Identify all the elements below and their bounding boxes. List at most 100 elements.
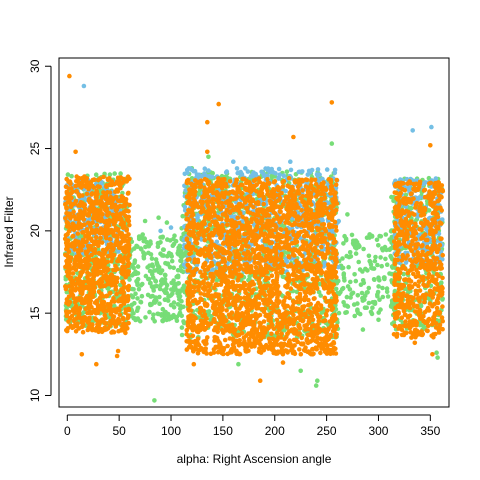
data-point	[265, 168, 271, 173]
data-point	[98, 198, 104, 203]
data-point	[269, 273, 275, 279]
data-point	[64, 246, 69, 252]
data-point	[235, 170, 240, 176]
data-point	[417, 195, 422, 200]
data-point	[276, 166, 282, 172]
data-point	[183, 188, 188, 193]
outlier-point	[206, 154, 211, 160]
data-point	[121, 271, 126, 277]
data-point	[153, 257, 159, 262]
data-point	[133, 291, 138, 297]
data-point	[69, 173, 74, 179]
data-point	[284, 169, 290, 174]
data-point	[152, 319, 157, 324]
data-point	[119, 193, 124, 199]
data-point	[148, 280, 153, 286]
data-point	[288, 167, 294, 173]
data-point	[115, 189, 121, 194]
data-point	[64, 328, 70, 334]
data-point	[224, 169, 230, 174]
data-point	[82, 266, 87, 272]
data-point	[150, 262, 155, 268]
data-point	[375, 262, 380, 268]
data-point	[210, 267, 216, 272]
data-point	[315, 167, 321, 172]
data-point	[104, 327, 109, 332]
data-point	[148, 294, 154, 299]
data-point	[239, 331, 245, 336]
data-point	[351, 238, 356, 244]
data-point	[234, 166, 240, 171]
data-point	[91, 185, 96, 190]
data-point	[341, 272, 347, 278]
data-point	[64, 210, 69, 216]
data-point	[66, 294, 72, 299]
data-point	[83, 300, 88, 305]
data-point	[151, 288, 156, 293]
data-point	[202, 166, 208, 171]
data-point	[93, 235, 99, 240]
outlier-point	[164, 220, 170, 225]
data-point	[112, 171, 117, 176]
data-point	[159, 313, 164, 318]
data-point	[99, 211, 104, 216]
data-point	[102, 205, 107, 211]
data-point	[127, 202, 132, 208]
data-point	[318, 293, 324, 298]
data-point	[163, 260, 168, 266]
data-point	[64, 190, 70, 196]
data-point	[171, 265, 176, 271]
data-point	[92, 285, 97, 291]
outlier-point	[298, 368, 304, 374]
data-point	[355, 301, 360, 306]
outlier-point	[81, 83, 87, 89]
data-point	[82, 315, 88, 320]
data-point	[167, 238, 173, 243]
data-point	[372, 258, 378, 264]
data-point	[115, 235, 120, 240]
data-point	[347, 250, 353, 255]
data-point	[370, 266, 376, 271]
data-point	[72, 299, 78, 305]
data-point	[109, 283, 114, 288]
data-point	[143, 315, 148, 320]
data-point	[138, 299, 144, 305]
data-point	[161, 247, 166, 253]
data-point	[300, 169, 305, 174]
outlier-point	[410, 128, 416, 133]
data-point	[149, 302, 154, 307]
data-point	[179, 332, 185, 338]
data-point	[78, 212, 84, 218]
outlier-point	[329, 141, 335, 146]
data-point	[135, 305, 141, 311]
outlier-point	[142, 218, 148, 224]
data-point	[82, 256, 88, 262]
data-point	[403, 192, 409, 198]
data-point	[344, 253, 350, 259]
data-point	[126, 320, 131, 326]
data-point	[381, 275, 387, 280]
data-point	[122, 233, 128, 239]
data-point	[403, 260, 409, 265]
data-point	[131, 271, 137, 277]
data-point	[181, 253, 187, 258]
data-point	[99, 328, 104, 334]
data-point	[70, 325, 75, 331]
data-point	[131, 246, 137, 251]
data-point	[90, 268, 96, 273]
data-point	[75, 239, 80, 245]
data-point	[389, 194, 394, 200]
data-point	[375, 289, 381, 295]
data-point	[84, 284, 89, 290]
data-point	[101, 218, 106, 224]
data-point	[376, 284, 381, 289]
data-point	[206, 309, 212, 314]
data-point	[158, 278, 164, 284]
data-point	[358, 282, 364, 288]
data-point	[368, 262, 374, 267]
data-point	[101, 174, 106, 180]
outlier-point	[156, 215, 161, 220]
data-point	[98, 235, 103, 241]
data-point	[115, 227, 121, 232]
